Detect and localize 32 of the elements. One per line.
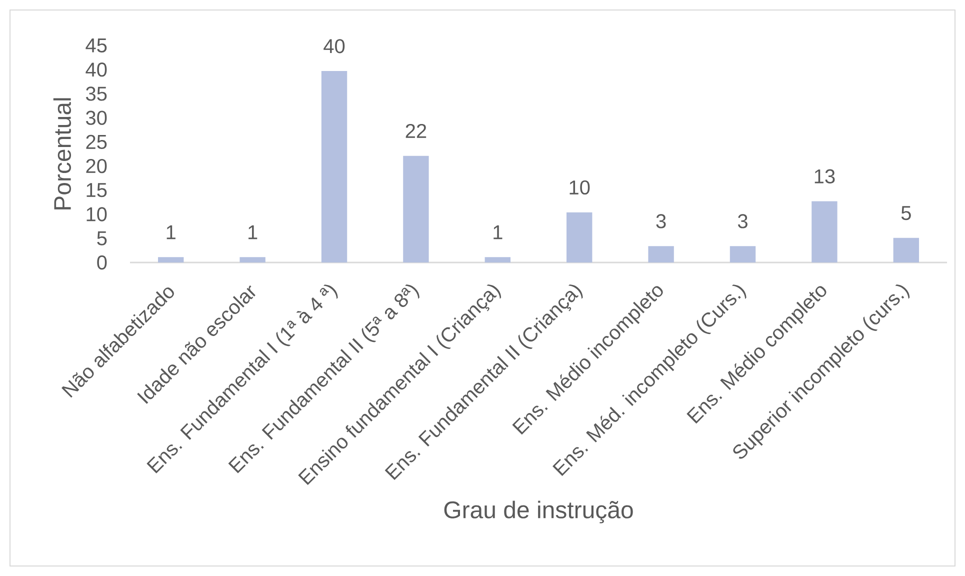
data-label: 3 [656,214,666,228]
data-label: 1 [166,225,176,240]
bar [158,257,184,262]
y-tick-label: 35 [86,86,107,101]
y-tick-label: 30 [86,110,107,125]
y-axis-title: Porcentual [53,98,72,210]
y-tick-label: 15 [86,183,107,198]
data-label: 10 [570,180,590,195]
bar [484,257,511,262]
y-tick-label: 45 [86,38,107,52]
y-tick-label: 20 [86,158,107,174]
data-label: 5 [901,206,911,220]
y-tick-label: 0 [97,255,107,270]
bar [893,238,920,262]
bar [648,246,674,262]
data-label: 40 [324,39,345,54]
bar [321,71,348,262]
y-tick-label: 5 [97,231,107,246]
bar [566,212,592,262]
bar [730,246,756,262]
data-label: 1 [494,225,502,240]
bar [403,156,429,262]
data-label: 13 [814,169,835,184]
data-label: 1 [248,225,258,240]
x-axis-title: Grau de instrução [444,500,633,524]
y-tick-label: 25 [86,134,107,150]
bar [240,257,266,262]
y-tick-label: 40 [86,62,107,77]
y-tick-label: 10 [86,207,107,222]
data-label: 3 [738,214,748,228]
data-label: 22 [406,124,426,138]
bar [812,201,838,262]
